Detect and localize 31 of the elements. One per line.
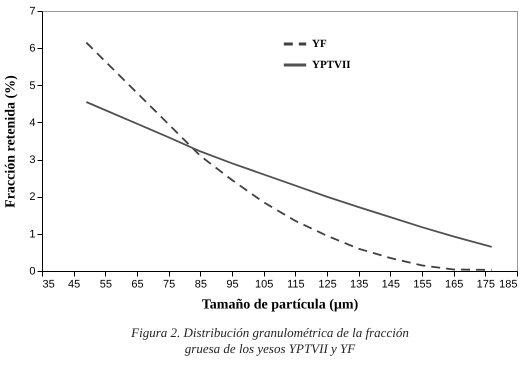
x-tick-label: 115 xyxy=(287,278,305,290)
y-tick-label: 1 xyxy=(29,228,36,240)
x-tick-label: 35 xyxy=(42,278,55,290)
y-tick-label: 6 xyxy=(29,42,36,55)
x-tick-label: 45 xyxy=(68,278,80,290)
y-tick-label: 4 xyxy=(29,116,36,129)
y-tick-label: 7 xyxy=(29,6,36,18)
x-tick-label: 145 xyxy=(382,278,400,290)
y-tick-label: 2 xyxy=(29,191,36,204)
line-series xyxy=(85,42,493,271)
line-series xyxy=(85,101,493,248)
x-tick-label: 175 xyxy=(476,278,496,290)
x-axis-title: Tamaño de partícula (µm) xyxy=(202,298,359,312)
x-tick-label: 85 xyxy=(194,278,207,290)
x-tick-label: 185 xyxy=(499,278,518,290)
x-tick-label: 65 xyxy=(131,278,144,290)
x-tick-label: 135 xyxy=(350,278,368,290)
legend-label: YPTVII xyxy=(312,59,351,71)
x-tick-label: 95 xyxy=(226,278,239,290)
legend-label: YF xyxy=(312,38,327,50)
x-tick-label: 155 xyxy=(413,278,432,290)
text: Figura 2. Distribución granulométrica de la fracción gruesa de los yesos YPTVII y YF xyxy=(130,325,410,357)
x-tick-label: 105 xyxy=(254,278,274,290)
x-tick-label: 55 xyxy=(100,278,112,290)
y-tick-label: 0 xyxy=(29,266,36,278)
x-tick-label: 125 xyxy=(318,278,337,290)
y-tick-label: 5 xyxy=(29,80,36,92)
y-tick-label: 3 xyxy=(29,154,36,166)
x-tick-label: 165 xyxy=(444,278,464,290)
x-tick-label: 75 xyxy=(163,278,176,290)
y-axis-title: Fracción retenida (%) xyxy=(3,74,18,208)
